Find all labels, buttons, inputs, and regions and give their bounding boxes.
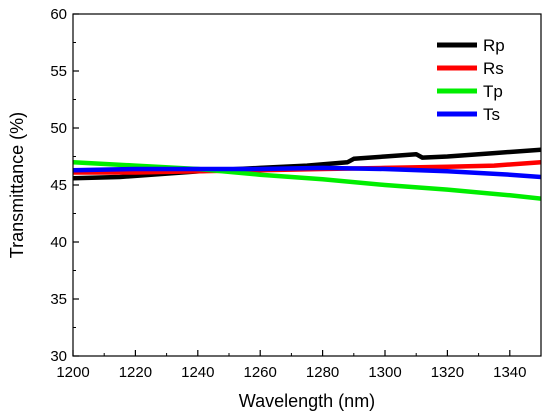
series-line-tp — [73, 159, 541, 201]
y-tick-label: 60 — [50, 6, 67, 23]
series-line-ts — [73, 165, 541, 180]
y-tick-label: 40 — [50, 234, 67, 251]
y-axis-title: Transmittance (%) — [7, 112, 27, 258]
y-tick-label: 45 — [50, 177, 67, 194]
y-tick-label: 35 — [50, 291, 67, 308]
plot-lines — [73, 147, 541, 201]
x-axis-title: Wavelength (nm) — [239, 391, 375, 411]
y-tick-label: 50 — [50, 120, 67, 137]
y-tick-label: 30 — [50, 348, 67, 365]
legend-label-rp: Rp — [483, 36, 505, 55]
x-tick-label: 1240 — [181, 364, 214, 381]
legend-label-tp: Tp — [483, 82, 503, 101]
y-axis-ticks: 30 35 40 45 50 55 60 — [50, 6, 79, 365]
x-tick-label: 1300 — [368, 364, 401, 381]
legend-label-ts: Ts — [483, 105, 500, 124]
y-tick-label: 55 — [50, 63, 67, 80]
x-tick-label: 1280 — [306, 364, 339, 381]
x-tick-label: 1260 — [244, 364, 277, 381]
plot-frame — [72, 13, 542, 357]
x-axis-ticks: 1200 1220 1240 1260 1280 1300 1320 1340 — [56, 350, 526, 381]
legend-label-rs: Rs — [483, 59, 504, 78]
x-tick-label: 1320 — [431, 364, 464, 381]
x-tick-label: 1220 — [119, 364, 152, 381]
x-tick-label: 1340 — [493, 364, 526, 381]
legend: Rp Rs Tp Ts — [437, 36, 505, 124]
x-tick-label: 1200 — [56, 364, 89, 381]
